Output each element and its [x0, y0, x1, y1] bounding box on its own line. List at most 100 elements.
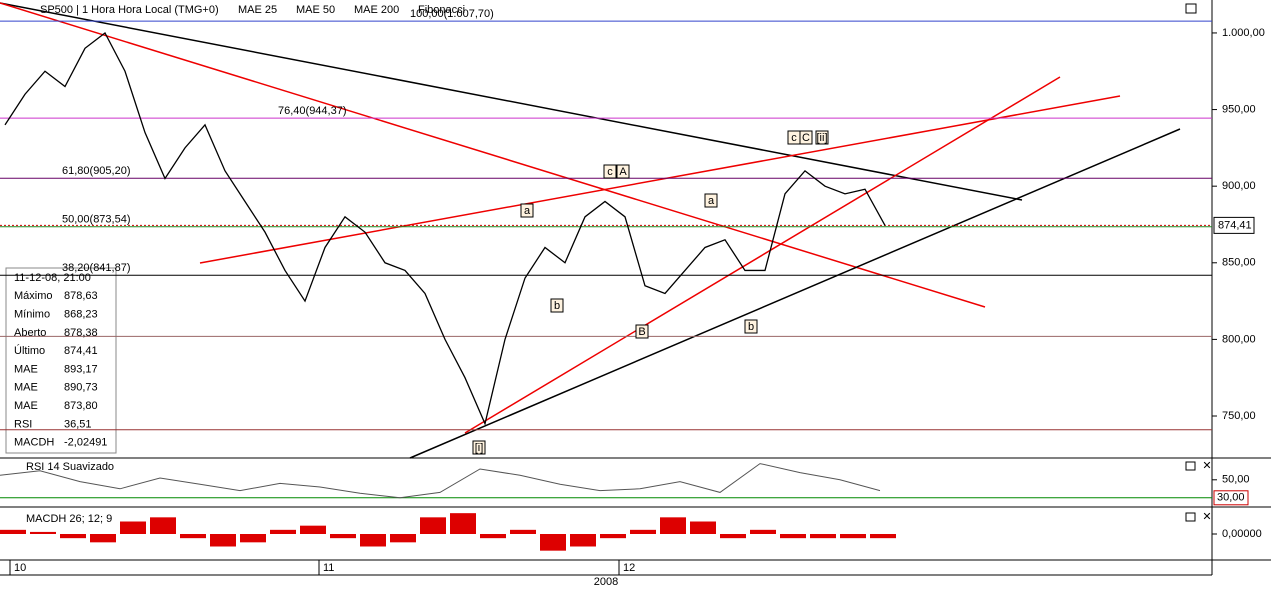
last-price-label: 874,41	[1218, 219, 1252, 231]
macd-bar	[540, 534, 566, 551]
wave-label: a	[708, 195, 715, 207]
wave-label: A	[619, 166, 627, 178]
trend-line	[0, 2, 1023, 201]
maximize-button[interactable]	[1185, 512, 1196, 522]
y-tick-label: 0,00000	[1222, 528, 1262, 540]
macd-bar	[360, 534, 386, 547]
y-tick-label: 800,00	[1222, 333, 1256, 345]
wave-label: [i]	[475, 442, 484, 454]
wave-box	[704, 193, 718, 208]
maximize-button[interactable]	[1185, 3, 1197, 14]
x-tick-label: 10	[14, 562, 26, 574]
macd-bar	[630, 529, 656, 534]
trend-line	[0, 2, 986, 308]
macd-bar	[120, 521, 146, 534]
info-text: MAE	[14, 363, 38, 375]
info-text: MAE	[14, 382, 38, 394]
wave-label: B	[638, 326, 645, 338]
macd-bar	[180, 534, 206, 539]
price-line	[4, 31, 886, 426]
wave-box	[815, 130, 829, 145]
level-box	[1213, 490, 1249, 506]
info-text: 890,73	[64, 382, 98, 394]
wave-label: C	[802, 132, 810, 144]
wave-box	[603, 164, 617, 179]
info-text: Mínimo	[14, 309, 50, 321]
macd-bar	[30, 531, 56, 534]
wave-box	[635, 324, 649, 339]
fib-label: 61,80(905,20)	[62, 165, 131, 177]
macd-bar	[570, 534, 596, 547]
macd-bar	[750, 529, 776, 534]
macd-bar	[300, 525, 326, 534]
macd-bar	[600, 534, 626, 539]
close-button[interactable]: ✕	[1202, 460, 1211, 472]
y-tick-label: 750,00	[1222, 410, 1256, 422]
wave-label: b	[554, 300, 560, 312]
wave-label: c	[607, 166, 613, 178]
macd-bar	[210, 534, 236, 547]
x-tick-label: 11	[323, 562, 334, 574]
maximize-button[interactable]	[1185, 461, 1196, 471]
info-text: 878,63	[64, 290, 98, 302]
macd-bar	[450, 513, 476, 534]
fib-label: 76,40(944,37)	[278, 105, 347, 117]
wave-label: a	[524, 205, 531, 217]
wave-box	[472, 440, 486, 455]
fib-label: 38,20(841,87)	[62, 262, 131, 274]
macd-bar	[0, 529, 26, 534]
macd-bar	[270, 529, 296, 534]
symbol[interactable]: SP500 | 1 Hora Hora Local (TMG+0)	[40, 4, 219, 16]
indicator-label: Fibonacci	[418, 4, 465, 16]
macd-bar	[780, 534, 806, 539]
info-text: Último	[14, 344, 45, 357]
y-tick-label: 850,00	[1222, 257, 1256, 269]
macd-bar	[60, 534, 86, 539]
info-text: Aberto	[14, 327, 46, 339]
close-button[interactable]: ✕	[1202, 511, 1211, 523]
wave-label: b	[748, 321, 754, 333]
macd-bar	[420, 517, 446, 534]
wave-box	[550, 298, 564, 313]
indicator-label: MAE 50	[296, 4, 335, 16]
trend-line	[409, 128, 1181, 459]
wave-box	[520, 203, 534, 218]
trend-line	[464, 76, 1061, 434]
indicator-label: MAE 200	[354, 4, 399, 16]
wave-box	[744, 319, 758, 334]
wave-label: c	[791, 132, 797, 144]
year-label: 2008	[594, 576, 618, 588]
info-text: RSI	[14, 418, 32, 430]
level-label: 30,00	[1217, 492, 1245, 504]
macd-bar	[390, 534, 416, 543]
info-text: 874,41	[64, 345, 98, 357]
x-tick-label: 12	[623, 562, 635, 574]
macd-bar	[720, 534, 746, 539]
last-price-box	[1213, 216, 1255, 234]
macd-bar	[480, 534, 506, 539]
fib-label: 100,00(1.007,70)	[410, 8, 494, 20]
info-text: Máximo	[14, 290, 53, 302]
panel-title: RSI 14 Suavizado	[26, 461, 114, 473]
panel-title: MACDH 26; 12; 9	[26, 513, 112, 525]
info-text: 878,38	[64, 327, 98, 339]
y-tick-label: 900,00	[1222, 180, 1256, 192]
wave-box	[799, 130, 813, 145]
macd-bar	[150, 517, 176, 534]
fib-label: 50,00(873,54)	[62, 214, 131, 226]
y-tick-label: 1.000,00	[1222, 27, 1265, 39]
info-text: 36,51	[64, 418, 92, 430]
macd-bar	[330, 534, 356, 539]
macd-bar	[510, 529, 536, 534]
macd-bar	[660, 517, 686, 534]
macd-bar	[810, 534, 836, 539]
info-text: 873,80	[64, 400, 98, 412]
info-text: MAE	[14, 400, 38, 412]
info-text: 893,17	[64, 363, 98, 375]
info-box	[5, 267, 117, 454]
y-tick-label: 950,00	[1222, 103, 1256, 115]
info-text: -2,02491	[64, 437, 107, 449]
trend-line	[199, 95, 1121, 264]
